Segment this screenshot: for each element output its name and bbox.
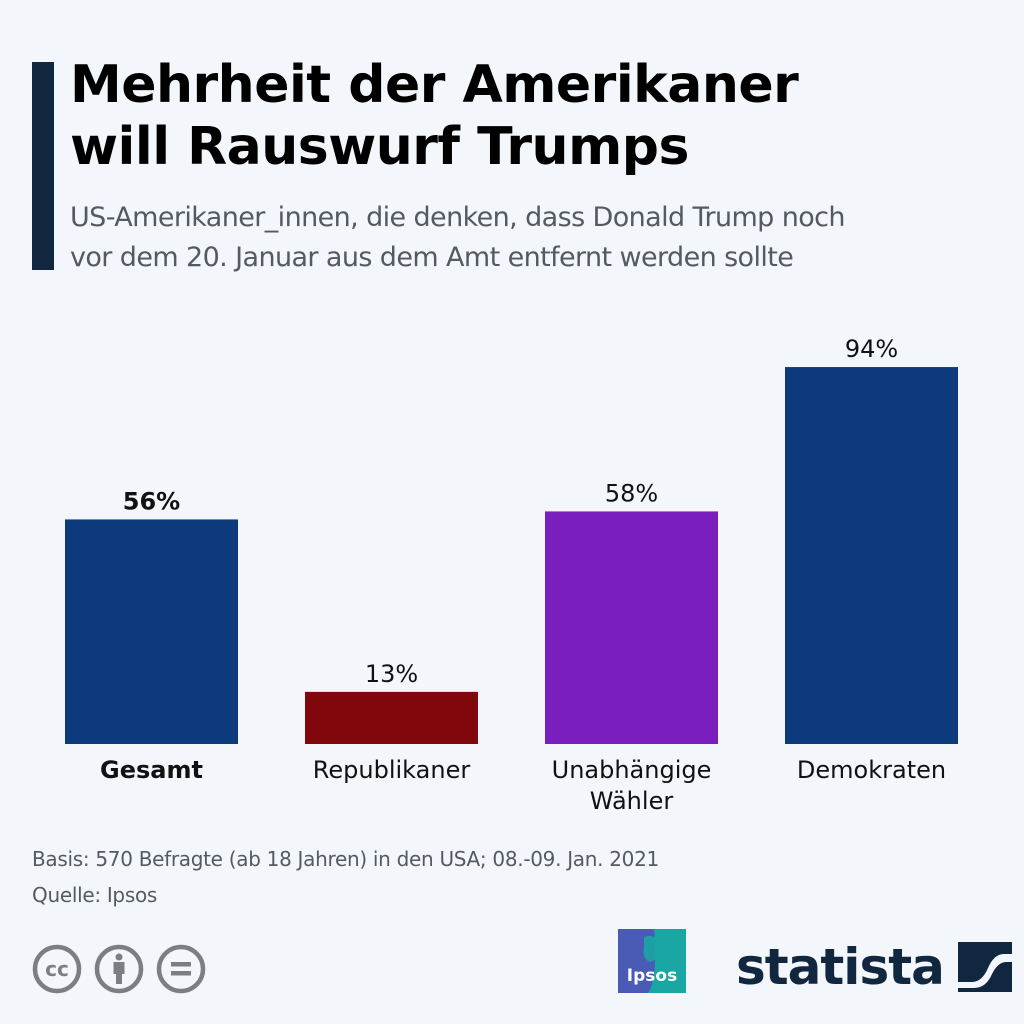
title-line-1: Mehrheit der Amerikaner bbox=[70, 55, 799, 115]
value-label-1: 56% bbox=[123, 487, 180, 515]
creative-commons-icon[interactable]: cc bbox=[32, 944, 82, 994]
basis-note: Basis: 570 Befragte (ab 18 Jahren) in de… bbox=[32, 847, 659, 871]
value-label-3: 58% bbox=[605, 479, 658, 507]
title-accent-bar bbox=[32, 62, 54, 270]
bar-1 bbox=[65, 519, 238, 744]
value-label-4: 94% bbox=[845, 335, 898, 363]
statista-logo-icon bbox=[957, 942, 1012, 992]
attribution-icon[interactable] bbox=[94, 944, 144, 994]
value-label-2: 13% bbox=[365, 660, 418, 688]
ipsos-logo-text: Ipsos bbox=[627, 966, 677, 986]
source-note: Quelle: Ipsos bbox=[32, 883, 158, 907]
category-label-3-line-2: Wähler bbox=[590, 787, 674, 815]
statista-wordmark: statista bbox=[736, 938, 945, 996]
ipsos-logo[interactable]: Ipsos bbox=[618, 929, 686, 993]
bar-3 bbox=[545, 511, 718, 744]
subtitle-line-1: US-Amerikaner_innen, die denken, dass Do… bbox=[70, 202, 845, 233]
subtitle-line-2: vor dem 20. Januar aus dem Amt entfernt … bbox=[70, 242, 794, 273]
chart-title: Mehrheit der Amerikaner will Rauswurf Tr… bbox=[70, 54, 799, 178]
bar-4 bbox=[785, 367, 958, 744]
category-label-4: Demokraten bbox=[797, 756, 946, 784]
chart-subtitle: US-Amerikaner_innen, die denken, dass Do… bbox=[70, 198, 1020, 278]
category-label-1: Gesamt bbox=[100, 756, 203, 784]
license-icons: cc bbox=[32, 944, 206, 994]
bar-2 bbox=[305, 691, 478, 744]
category-label-3: Unabhängige bbox=[552, 756, 712, 784]
svg-text:cc: cc bbox=[45, 957, 69, 981]
no-derivatives-icon[interactable] bbox=[156, 944, 206, 994]
category-label-2: Republikaner bbox=[313, 756, 471, 784]
title-line-2: will Rauswurf Trumps bbox=[70, 117, 689, 177]
bar-chart: 56% Gesamt 13% Republikaner 58% Unabhängige Wä… bbox=[65, 335, 958, 815]
statista-logo[interactable]: statista bbox=[736, 940, 1012, 994]
